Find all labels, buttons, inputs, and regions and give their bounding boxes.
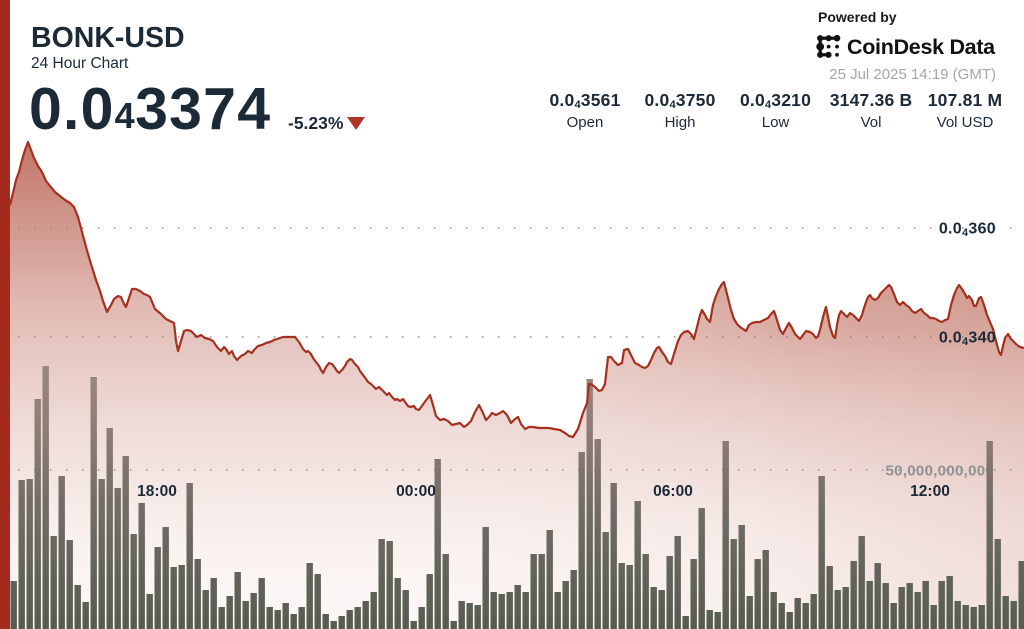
svg-text:0.04340: 0.04340 <box>939 330 996 349</box>
svg-text:18:00: 18:00 <box>137 483 177 500</box>
svg-text:06:00: 06:00 <box>653 483 693 500</box>
svg-text:12:00: 12:00 <box>910 483 950 500</box>
svg-text:00:00: 00:00 <box>396 483 436 500</box>
svg-text:CoinDesk Data: CoinDesk Data <box>847 35 996 58</box>
svg-text:50,000,000,000: 50,000,000,000 <box>886 463 994 480</box>
svg-text:0.04360: 0.04360 <box>939 221 996 240</box>
